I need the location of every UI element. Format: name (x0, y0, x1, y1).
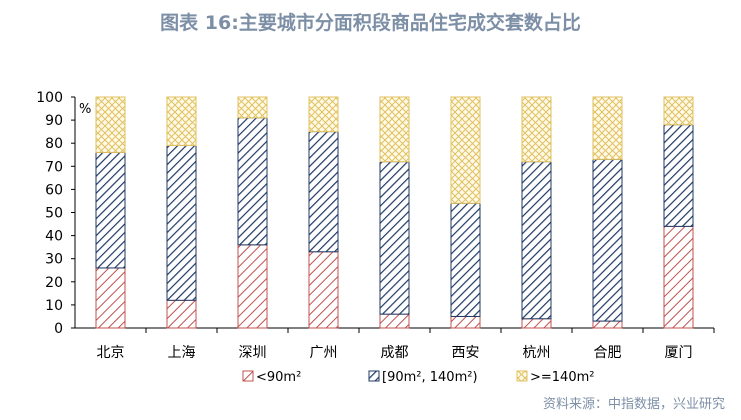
chart-title: 图表 16:主要城市分面积段商品住宅成交套数占比 (160, 12, 581, 34)
bar-segment-3 (237, 96, 268, 119)
bar-segment-3 (663, 96, 694, 126)
x-tick-label: 北京 (97, 345, 125, 361)
bar-segment-2 (450, 202, 481, 317)
bar-segment-3 (95, 96, 126, 153)
x-tick-label: 广州 (310, 345, 338, 361)
y-ticks: 0 10 20 30 40 50 60 70 80 90 100 (36, 90, 75, 337)
bar-segment-1 (308, 251, 339, 329)
y-tick-label: 50 (45, 206, 63, 222)
bar-segment-2 (308, 131, 339, 253)
bar-segment-1 (521, 318, 552, 329)
bar-segment-1 (450, 315, 481, 329)
bar-segment-2 (379, 161, 410, 315)
legend-label: [90m², 140m²) (382, 370, 478, 385)
bars (95, 96, 694, 329)
bar-segment-1 (663, 225, 694, 329)
y-tick-label: 10 (45, 298, 63, 314)
y-tick-label: 0 (54, 321, 63, 337)
x-tick-labels: 北京 上海 深圳 广州 成都 西安 杭州 合肥 厦门 (97, 328, 715, 361)
legend-swatch (242, 370, 254, 382)
y-unit-label: % (79, 102, 91, 117)
legend-label: >=140m² (530, 370, 594, 385)
legend: <90m² [90m², 140m²) >=140m² (242, 370, 594, 385)
bar-segment-3 (450, 96, 481, 204)
y-tick-label: 60 (45, 182, 63, 198)
bar-segment-2 (663, 124, 694, 227)
bar-segment-1 (95, 267, 126, 329)
x-tick-label: 合肥 (594, 345, 622, 361)
bar-segment-3 (308, 96, 339, 133)
x-tick-label: 厦门 (665, 345, 693, 361)
y-tick-label: 30 (45, 252, 63, 268)
y-tick-label: 20 (45, 275, 63, 291)
legend-swatch (516, 370, 528, 382)
legend-swatch (368, 370, 380, 382)
y-tick-label: 80 (45, 136, 63, 152)
y-tick-label: 100 (36, 90, 63, 106)
x-tick-label: 上海 (168, 345, 196, 361)
y-tick-label: 40 (45, 229, 63, 245)
bar-segment-2 (166, 145, 197, 301)
source-note: 资料来源：中指数据，兴业研究 (542, 397, 725, 412)
x-tick-label: 深圳 (239, 345, 267, 361)
y-tick-label: 90 (45, 113, 63, 129)
bar-segment-3 (379, 96, 410, 163)
y-tick-label: 70 (45, 159, 63, 175)
x-tick-label: 西安 (452, 345, 480, 361)
bar-segment-2 (592, 158, 623, 322)
bar-segment-1 (592, 320, 623, 329)
bar-segment-3 (521, 96, 552, 163)
bar-segment-3 (592, 96, 623, 160)
legend-label: <90m² (256, 370, 301, 385)
bar-segment-1 (379, 313, 410, 329)
bar-segment-3 (166, 96, 197, 147)
bar-segment-1 (237, 244, 268, 329)
x-tick-label: 成都 (381, 345, 409, 361)
bar-segment-2 (521, 161, 552, 320)
bar-segment-1 (166, 299, 197, 329)
bar-segment-2 (95, 151, 126, 269)
bar-segment-2 (237, 117, 268, 246)
x-tick-label: 杭州 (523, 345, 551, 361)
